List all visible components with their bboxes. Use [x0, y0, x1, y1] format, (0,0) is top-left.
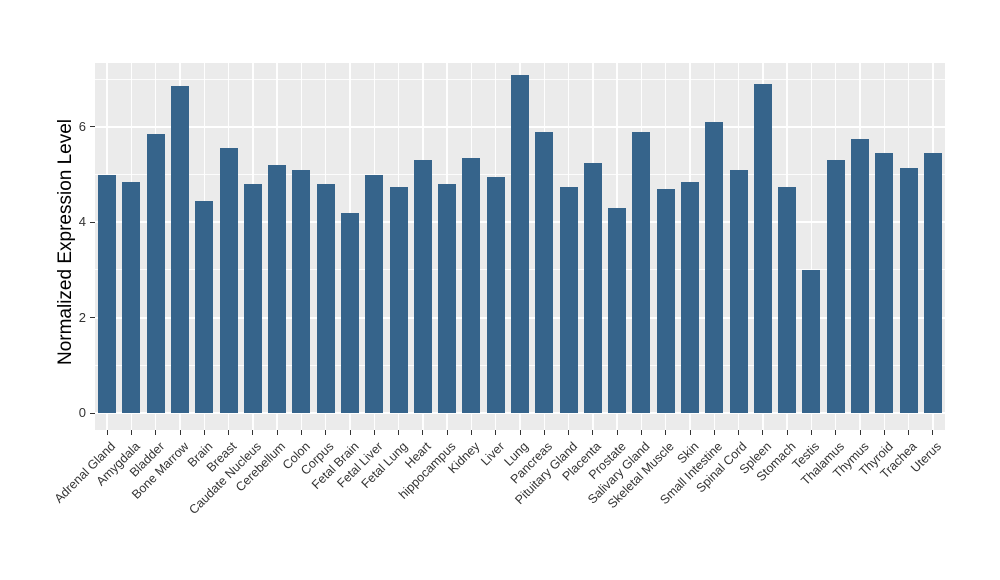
bar-testis — [802, 270, 821, 413]
x-tick-mark — [495, 430, 497, 435]
x-tick-mark — [835, 430, 837, 435]
y-tick-label: 0 — [78, 405, 86, 420]
x-tick-mark — [640, 430, 642, 435]
bar-lung — [511, 74, 529, 413]
bar-corpus — [316, 184, 335, 413]
bar-skin — [681, 181, 699, 413]
x-tick-mark — [908, 430, 910, 435]
x-tick-mark — [130, 430, 132, 435]
bar-liver — [486, 177, 505, 413]
bar-hippocampus — [438, 184, 457, 413]
x-tick-mark — [859, 430, 861, 435]
bar-fetal-brain — [341, 212, 359, 413]
y-tick-label: 6 — [78, 118, 86, 134]
x-tick-label: Liver — [477, 439, 507, 469]
x-tick-mark — [543, 430, 545, 435]
x-tick-mark — [155, 430, 157, 435]
bar-caudate-nucleus — [243, 184, 262, 413]
x-tick-mark — [252, 430, 254, 435]
x-tick-mark — [568, 430, 570, 435]
bar-bladder — [146, 134, 165, 413]
x-tick-mark — [398, 430, 400, 435]
bar-breast — [219, 148, 238, 413]
x-tick-mark — [446, 430, 448, 435]
x-tick-mark — [665, 430, 667, 435]
x-tick-mark — [300, 430, 302, 435]
x-tick-mark — [373, 430, 375, 435]
x-tick-mark — [762, 430, 764, 435]
x-tick-mark — [276, 430, 278, 435]
bar-colon — [292, 169, 311, 413]
plot-panel — [95, 63, 945, 430]
x-tick-mark — [519, 430, 521, 435]
x-tick-mark — [932, 430, 934, 435]
y-tick-mark — [90, 126, 95, 128]
x-tick-mark — [883, 430, 885, 435]
bar-stomach — [778, 186, 797, 413]
x-tick-mark — [106, 430, 108, 435]
gridline-vertical — [810, 63, 813, 430]
bar-skeletal-muscle — [656, 188, 675, 413]
y-tick-mark — [90, 412, 95, 414]
x-tick-mark — [616, 430, 618, 435]
y-tick-mark — [90, 317, 95, 319]
bar-spinal-cord — [729, 169, 748, 413]
bar-kidney — [462, 157, 481, 413]
bar-adrenal-gland — [98, 174, 117, 413]
x-tick-mark — [786, 430, 788, 435]
y-tick-label: 2 — [78, 309, 86, 325]
x-tick-mark — [738, 430, 740, 435]
x-tick-mark — [325, 430, 327, 435]
bar-thymus — [851, 138, 869, 413]
bar-prostate — [608, 208, 627, 413]
x-tick-mark — [713, 430, 715, 435]
x-tick-mark — [810, 430, 812, 435]
y-axis-title: Normalized Expression Level — [55, 118, 76, 366]
bar-pancreas — [535, 131, 554, 413]
x-tick-mark — [592, 430, 594, 435]
bar-trachea — [899, 167, 918, 413]
x-tick-mark — [179, 430, 181, 435]
bar-thyroid — [875, 153, 894, 413]
bar-bone-marrow — [171, 86, 189, 413]
x-tick-mark — [203, 430, 205, 435]
y-tick-mark — [90, 221, 95, 223]
x-tick-mark — [349, 430, 351, 435]
bar-small-intestine — [705, 122, 724, 413]
bar-heart — [413, 160, 432, 413]
bar-fetal-liver — [365, 174, 384, 413]
bar-brain — [195, 200, 214, 413]
y-tick-label: 4 — [78, 214, 86, 230]
x-tick-mark — [470, 430, 472, 435]
bar-amygdala — [122, 181, 141, 413]
bar-spleen — [753, 84, 772, 413]
x-tick-mark — [689, 430, 691, 435]
bar-salivary-gland — [632, 131, 651, 413]
bar-placenta — [583, 162, 602, 413]
bar-pituitary-gland — [559, 186, 578, 413]
bar-thalamus — [826, 160, 845, 413]
bar-uterus — [923, 153, 942, 413]
bar-cerebellum — [268, 165, 287, 413]
x-tick-mark — [422, 430, 424, 435]
bar-fetal-lung — [389, 186, 408, 413]
x-tick-mark — [228, 430, 230, 435]
gridline-major — [95, 412, 945, 414]
